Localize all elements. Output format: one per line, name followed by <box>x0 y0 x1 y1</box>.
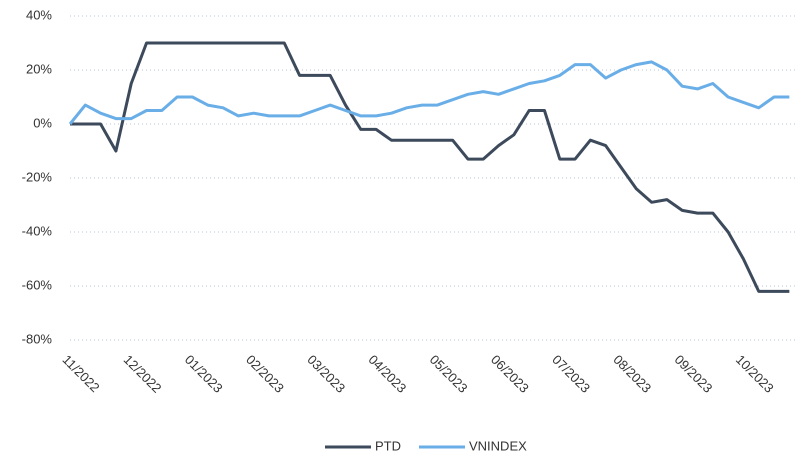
x-tick-label: 08/2023 <box>610 352 654 396</box>
x-tick-label: 03/2023 <box>304 352 348 396</box>
x-tick-label: 11/2022 <box>59 352 102 395</box>
y-tick-label: 0% <box>33 115 52 130</box>
x-tick-label: 02/2023 <box>243 352 287 396</box>
x-tick-label: 05/2023 <box>427 352 471 396</box>
x-tick-label: 10/2023 <box>733 352 777 396</box>
line-series <box>70 41 790 293</box>
line-series <box>68 60 790 125</box>
x-tick-label: 12/2022 <box>121 352 165 396</box>
legend-label: PTD <box>375 438 401 453</box>
y-tick-label: -60% <box>22 277 53 292</box>
y-tick-label: 20% <box>26 61 52 76</box>
y-tick-label: -80% <box>22 331 53 346</box>
y-tick-label: -40% <box>22 223 53 238</box>
x-tick-label: 06/2023 <box>488 352 532 396</box>
y-tick-label: -20% <box>22 169 53 184</box>
x-tick-label: 04/2023 <box>366 352 410 396</box>
x-tick-label: 01/2023 <box>182 352 226 396</box>
x-tick-label: 09/2023 <box>672 352 716 396</box>
x-tick-label: 07/2023 <box>549 352 593 396</box>
legend-label: VNINDEX <box>469 438 527 453</box>
y-tick-label: 40% <box>26 7 52 22</box>
